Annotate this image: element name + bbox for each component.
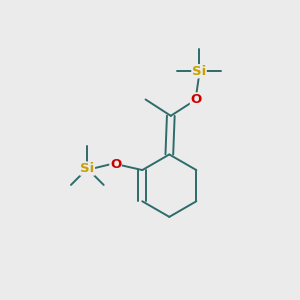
Text: Si: Si [192, 65, 206, 78]
Text: O: O [110, 158, 121, 171]
Text: Si: Si [80, 162, 94, 175]
Text: O: O [190, 93, 202, 106]
